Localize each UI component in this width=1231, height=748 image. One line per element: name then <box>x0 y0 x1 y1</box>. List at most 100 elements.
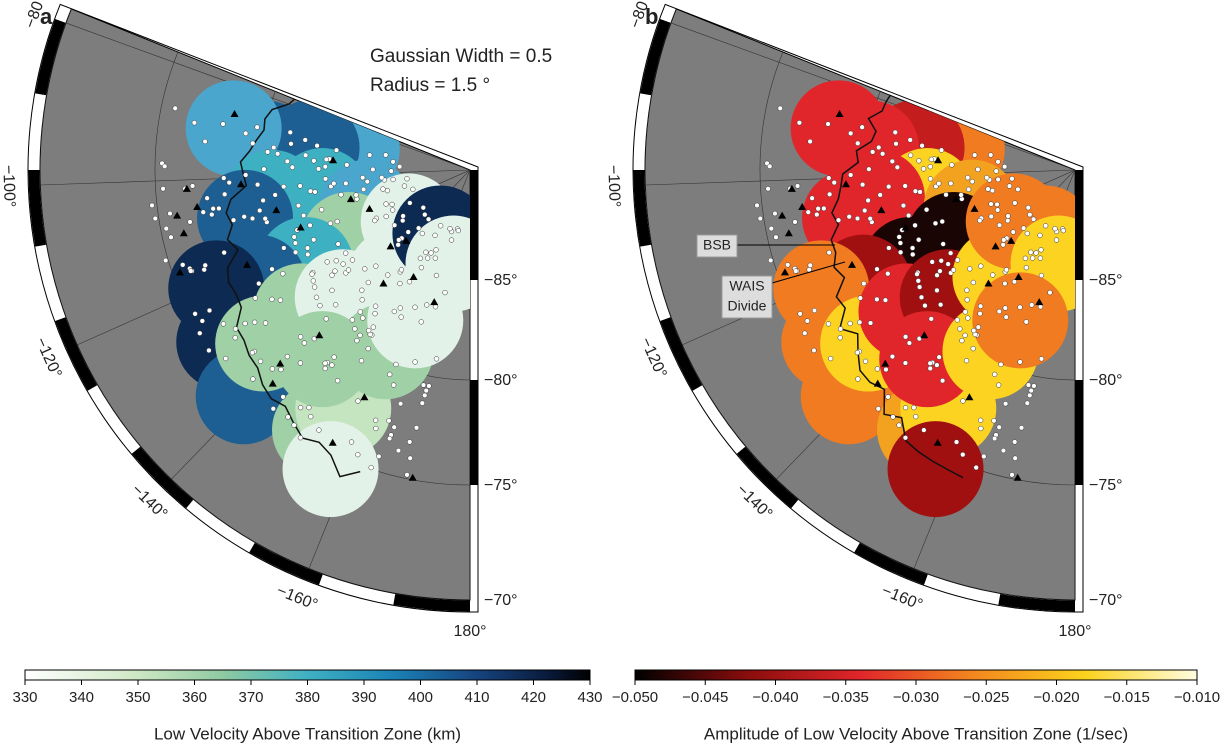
station <box>365 279 371 286</box>
station <box>254 124 260 130</box>
station <box>419 400 425 406</box>
station <box>391 382 397 388</box>
station <box>990 272 996 278</box>
station <box>223 355 229 362</box>
station <box>404 472 410 478</box>
seismometer <box>296 223 305 231</box>
station <box>977 217 983 224</box>
station <box>395 242 401 248</box>
station <box>945 261 951 267</box>
station <box>368 464 374 471</box>
seismometer <box>243 260 252 268</box>
station <box>855 140 861 146</box>
station <box>1018 425 1025 431</box>
frame-tick <box>249 542 323 585</box>
station <box>317 302 323 309</box>
colorbar-tick-label: 380 <box>295 689 320 706</box>
station <box>885 394 891 400</box>
station <box>1003 267 1010 273</box>
colorbar-label: Amplitude of Low Velocity Above Transiti… <box>704 724 1128 743</box>
seismometer <box>402 236 411 244</box>
station <box>916 284 923 290</box>
station <box>423 387 429 394</box>
station <box>938 258 944 264</box>
station <box>297 404 304 411</box>
seismometer <box>933 438 942 446</box>
station <box>882 297 889 303</box>
station <box>380 186 386 192</box>
station <box>902 360 909 366</box>
station <box>957 326 963 332</box>
station <box>226 179 232 186</box>
colorbar-tick-label: −0.035 <box>823 689 869 706</box>
station <box>1015 186 1021 193</box>
seismometer <box>365 204 374 212</box>
station <box>1030 216 1037 222</box>
station <box>359 287 365 293</box>
station <box>906 340 913 346</box>
station <box>902 404 909 411</box>
station <box>998 361 1004 368</box>
station <box>1028 387 1034 394</box>
station <box>335 241 341 247</box>
station <box>202 138 208 145</box>
station <box>288 141 294 147</box>
seismometer <box>951 195 960 203</box>
station <box>1033 250 1039 256</box>
station <box>912 222 918 229</box>
station <box>407 455 413 461</box>
station <box>862 207 868 214</box>
station <box>835 217 842 223</box>
station <box>890 414 896 420</box>
station <box>1009 176 1015 182</box>
station <box>1038 272 1045 279</box>
station <box>940 241 946 247</box>
station <box>937 268 943 274</box>
station <box>383 213 389 220</box>
station <box>1012 200 1018 206</box>
station <box>412 359 418 365</box>
station <box>376 453 382 460</box>
frame-tick <box>28 169 47 247</box>
station <box>367 152 373 158</box>
longitude-label: 180° <box>453 623 486 640</box>
seismometer <box>991 242 1000 250</box>
frame-tick <box>393 593 471 612</box>
station <box>859 181 866 188</box>
station <box>310 278 316 284</box>
longitude-label: −100° <box>0 165 18 208</box>
frame-tick <box>640 18 671 96</box>
station <box>792 219 798 225</box>
station <box>927 164 933 170</box>
longitude-label: 180° <box>1058 623 1091 640</box>
station <box>358 358 365 364</box>
station <box>1027 211 1033 218</box>
station <box>862 358 869 365</box>
station <box>984 175 990 181</box>
station <box>249 215 256 222</box>
colorbar <box>634 669 1198 681</box>
station <box>978 425 984 432</box>
station <box>977 303 984 309</box>
seismometer <box>848 260 857 268</box>
map-panel <box>632 3 1084 613</box>
station <box>334 218 340 225</box>
station <box>929 259 935 265</box>
station <box>222 191 228 197</box>
frame-tick <box>470 380 478 485</box>
station <box>401 183 408 189</box>
station <box>1023 319 1029 325</box>
station <box>372 417 379 423</box>
frame-tick <box>1075 170 1083 280</box>
station <box>287 129 293 136</box>
station <box>785 262 791 268</box>
station <box>386 435 393 442</box>
station <box>825 121 831 127</box>
station <box>977 417 984 423</box>
station <box>397 305 403 311</box>
station <box>934 362 940 368</box>
station <box>433 247 439 253</box>
station <box>927 365 933 372</box>
station <box>302 152 309 158</box>
